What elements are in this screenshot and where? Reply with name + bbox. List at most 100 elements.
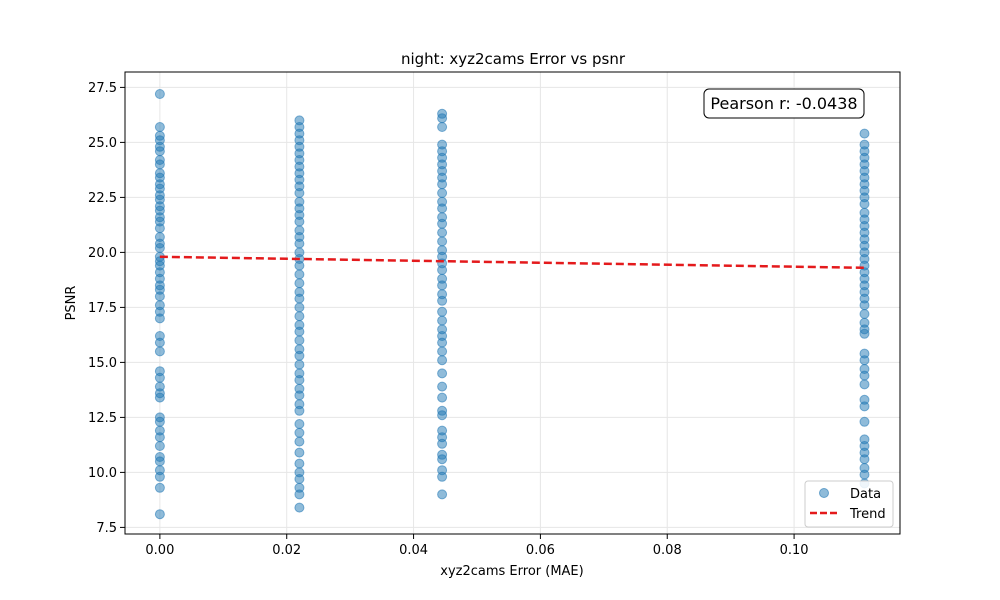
data-point [294, 502, 305, 513]
data-point [154, 313, 165, 324]
data-point [437, 381, 448, 392]
data-point [859, 300, 870, 311]
data-point [154, 146, 165, 157]
data-point [294, 269, 305, 280]
data-point [154, 372, 165, 383]
data-point [294, 427, 305, 438]
data-point [154, 346, 165, 357]
data-point [294, 238, 305, 249]
data-point [437, 454, 448, 465]
x-tick-label: 0.02 [272, 543, 301, 558]
data-point [154, 223, 165, 234]
data-point [154, 291, 165, 302]
data-point [859, 401, 870, 412]
x-tick-label: 0.08 [653, 543, 682, 558]
x-tick-label: 0.10 [780, 543, 809, 558]
data-point [437, 179, 448, 190]
scatter-points [154, 89, 870, 520]
data-point [154, 159, 165, 170]
data-point [437, 265, 448, 275]
data-point [437, 295, 448, 306]
data-point [437, 122, 448, 132]
data-point [154, 432, 165, 443]
legend-data-label: Data [850, 487, 881, 502]
data-point [859, 469, 870, 480]
chart-title: night: xyz2cams Error vs psnr [401, 50, 626, 68]
data-point [154, 471, 165, 482]
data-point [294, 458, 305, 469]
data-point [294, 474, 305, 484]
data-point [294, 489, 305, 500]
data-point [294, 293, 305, 304]
data-point [437, 489, 448, 500]
plot-frame [124, 71, 901, 535]
data-point [154, 392, 165, 403]
data-point [437, 337, 448, 348]
data-point [437, 471, 448, 482]
data-point [294, 326, 305, 337]
grid [125, 72, 900, 534]
annotation-text: Pearson r: -0.0438 [710, 94, 857, 113]
data-point [859, 416, 870, 427]
data-point [437, 188, 448, 198]
data-point [154, 441, 165, 451]
data-point [859, 370, 870, 381]
pearson-annotation: Pearson r: -0.0438 [703, 88, 865, 119]
data-point [294, 188, 305, 198]
data-point [294, 419, 305, 429]
data-point [437, 368, 448, 379]
data-point [154, 509, 165, 520]
data-point [294, 260, 305, 271]
data-point [437, 392, 448, 403]
data-point [294, 350, 305, 361]
data-point [859, 128, 870, 139]
y-tick-label: 7.5 [96, 521, 117, 536]
y-axis-label: PSNR [64, 286, 79, 321]
y-tick-label: 20.0 [88, 246, 117, 261]
data-point [859, 328, 870, 339]
data-point [294, 302, 305, 313]
legend: Data Trend [804, 480, 894, 528]
data-point [154, 416, 165, 427]
data-point [437, 315, 448, 326]
y-tick-label: 15.0 [88, 356, 117, 371]
data-point [437, 113, 448, 124]
data-point [294, 375, 305, 385]
data-point [437, 236, 448, 247]
data-point [154, 243, 165, 253]
data-point [859, 454, 870, 465]
x-tick-label: 0.00 [145, 543, 174, 558]
x-axis-label: xyz2cams Error (MAE) [440, 564, 583, 579]
data-point [437, 346, 448, 357]
data-point [437, 218, 448, 229]
x-tick-label: 0.04 [399, 543, 428, 558]
data-point [294, 311, 305, 322]
data-point [294, 447, 305, 458]
data-point [437, 280, 448, 291]
data-point [294, 216, 305, 227]
data-point [154, 456, 165, 467]
y-tick-label: 22.5 [88, 191, 117, 206]
data-point [437, 438, 448, 449]
y-tick-label: 27.5 [88, 81, 117, 96]
data-point [859, 379, 870, 390]
data-point [294, 390, 305, 401]
data-point [294, 405, 305, 416]
trend-line-group [159, 255, 865, 270]
data-point [294, 335, 305, 346]
data-point [859, 355, 870, 366]
x-tick-label: 0.06 [526, 543, 555, 558]
data-point [437, 355, 448, 366]
data-point [859, 309, 870, 319]
data-point [437, 227, 448, 238]
y-tick-label: 10.0 [88, 466, 117, 481]
data-point [437, 410, 448, 421]
y-tick-label: 17.5 [88, 301, 117, 316]
data-point [294, 436, 305, 447]
data-point [154, 337, 165, 348]
y-tick-label: 25.0 [88, 136, 117, 151]
y-axis-ticks: 7.5 10.0 12.5 15.0 17.5 20.0 22.5 25.0 27.5 [88, 81, 125, 536]
data-point [859, 199, 870, 209]
data-point [154, 89, 165, 99]
